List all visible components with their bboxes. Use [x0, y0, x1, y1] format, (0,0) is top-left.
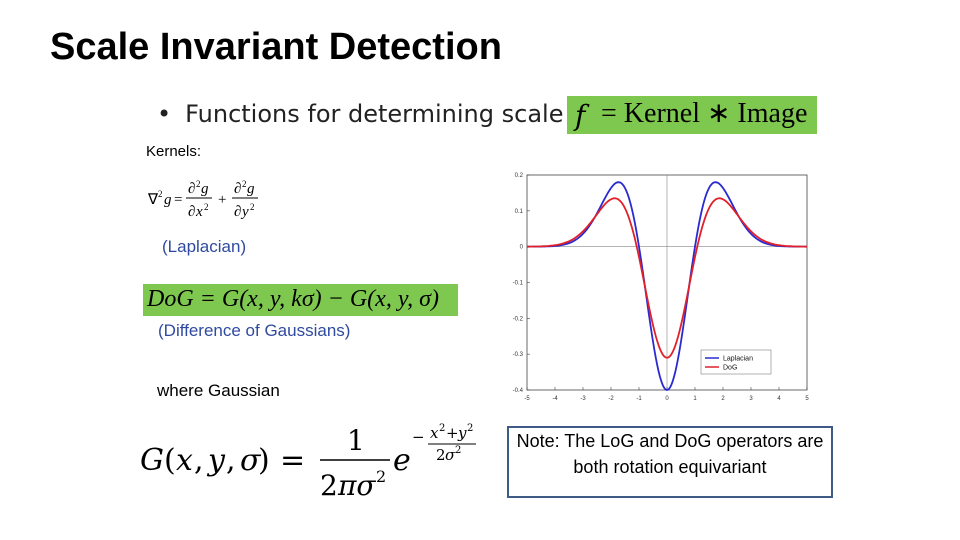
svg-text:x: x [195, 204, 203, 220]
svg-text:∂: ∂ [188, 181, 195, 197]
y-tick-label: -0.4 [513, 388, 524, 394]
svg-text:): ) [258, 443, 270, 478]
svg-text:,: , [226, 443, 236, 478]
y-tick-label: 0 [520, 245, 524, 251]
svg-text:2: 2 [204, 202, 209, 212]
x-tick-label: -1 [636, 396, 642, 402]
svg-text:g: g [164, 192, 172, 208]
y-tick-label: 0.2 [515, 173, 524, 179]
dog-formula-highlight: DoG = G(x, y, kσ) − G(x, y, σ) [143, 284, 458, 316]
x-tick-label: 1 [693, 396, 697, 402]
svg-text:∂: ∂ [188, 204, 195, 220]
legend-box [700, 349, 772, 375]
svg-text:−: − [412, 428, 425, 446]
svg-text:2: 2 [376, 467, 386, 486]
svg-text:2: 2 [320, 469, 338, 502]
svg-text:e: e [393, 443, 411, 478]
y-tick-label: -0.2 [513, 316, 524, 322]
svg-text:2: 2 [455, 445, 461, 456]
svg-text:x: x [176, 443, 193, 478]
y-tick-label: -0.1 [513, 281, 524, 287]
svg-text:,: , [194, 443, 204, 478]
formula-rest: = Kernel ∗ Image [601, 98, 808, 129]
svg-text:y: y [206, 443, 226, 478]
svg-text:πσ: πσ [337, 469, 376, 502]
x-tick-label: 4 [777, 396, 781, 402]
y-tick-label: 0.1 [515, 209, 524, 215]
svg-text:x: x [430, 424, 439, 442]
y-tick-label: -0.3 [513, 352, 524, 358]
svg-text:σ: σ [240, 443, 262, 478]
legend-label: Laplacian [723, 356, 753, 363]
svg-text:G: G [140, 443, 164, 478]
slide-title: Scale Invariant Detection [50, 26, 502, 68]
svg-text:∂: ∂ [234, 181, 241, 197]
x-tick-label: -5 [524, 396, 530, 402]
svg-text:g: g [201, 181, 209, 197]
dog-formula: DoG = G(x, y, kσ) − G(x, y, σ) [147, 286, 439, 312]
bullet-point: • Functions for determining scale [157, 100, 563, 128]
series-line-laplacian [527, 181, 807, 391]
svg-text:∂: ∂ [234, 204, 241, 220]
kernel-formula-highlight: f = Kernel ∗ Image [567, 96, 817, 134]
x-tick-label: 5 [805, 396, 809, 402]
svg-text:1: 1 [347, 424, 365, 457]
svg-text:(: ( [164, 443, 176, 478]
laplacian-label: (Laplacian) [162, 237, 247, 256]
svg-text:=: = [174, 192, 182, 208]
x-tick-label: 3 [749, 396, 753, 402]
svg-text:+: + [218, 192, 226, 208]
series-line-dog [527, 197, 807, 359]
formula-f: f [575, 99, 586, 132]
svg-text:g: g [247, 181, 255, 197]
bullet-text: Functions for determining scale [185, 100, 564, 128]
x-tick-label: 0 [665, 396, 669, 402]
note-box: Note: The LoG and DoG operators are both… [507, 426, 833, 498]
svg-text:y: y [457, 424, 467, 442]
kernels-label: Kernels: [146, 143, 202, 160]
svg-text:2: 2 [250, 202, 255, 212]
svg-text:∇: ∇ [148, 192, 159, 208]
svg-text:σ: σ [445, 446, 456, 464]
svg-text:2: 2 [467, 423, 473, 434]
svg-text:2: 2 [158, 189, 163, 199]
x-tick-label: -4 [552, 396, 558, 402]
svg-text:2: 2 [439, 423, 445, 434]
svg-text:y: y [240, 204, 249, 220]
svg-text:2: 2 [436, 446, 446, 464]
bullet-dot-icon: • [157, 100, 172, 128]
x-tick-label: -3 [580, 396, 586, 402]
legend-label: DoG [723, 365, 737, 372]
x-tick-label: 2 [721, 396, 725, 402]
svg-text:2: 2 [196, 179, 201, 189]
dog-label: (Difference of Gaussians) [158, 321, 351, 340]
where-gaussian-label: where Gaussian [157, 381, 280, 400]
log-dog-chart: -5 -4 -3 -2 -1 0 1 2 3 4 5 0.2 0.1 0 -0.1 -0.2 -0.3 -0.4 L… [513, 173, 810, 402]
svg-text:=: = [280, 443, 305, 478]
x-tick-label: -2 [608, 396, 614, 402]
svg-text:2: 2 [242, 179, 247, 189]
laplacian-equation: ∇ 2 g = ∂ 2 g ∂ x 2 + ∂ 2 g ∂ y 2 [148, 179, 258, 220]
svg-text:+: + [446, 424, 459, 442]
